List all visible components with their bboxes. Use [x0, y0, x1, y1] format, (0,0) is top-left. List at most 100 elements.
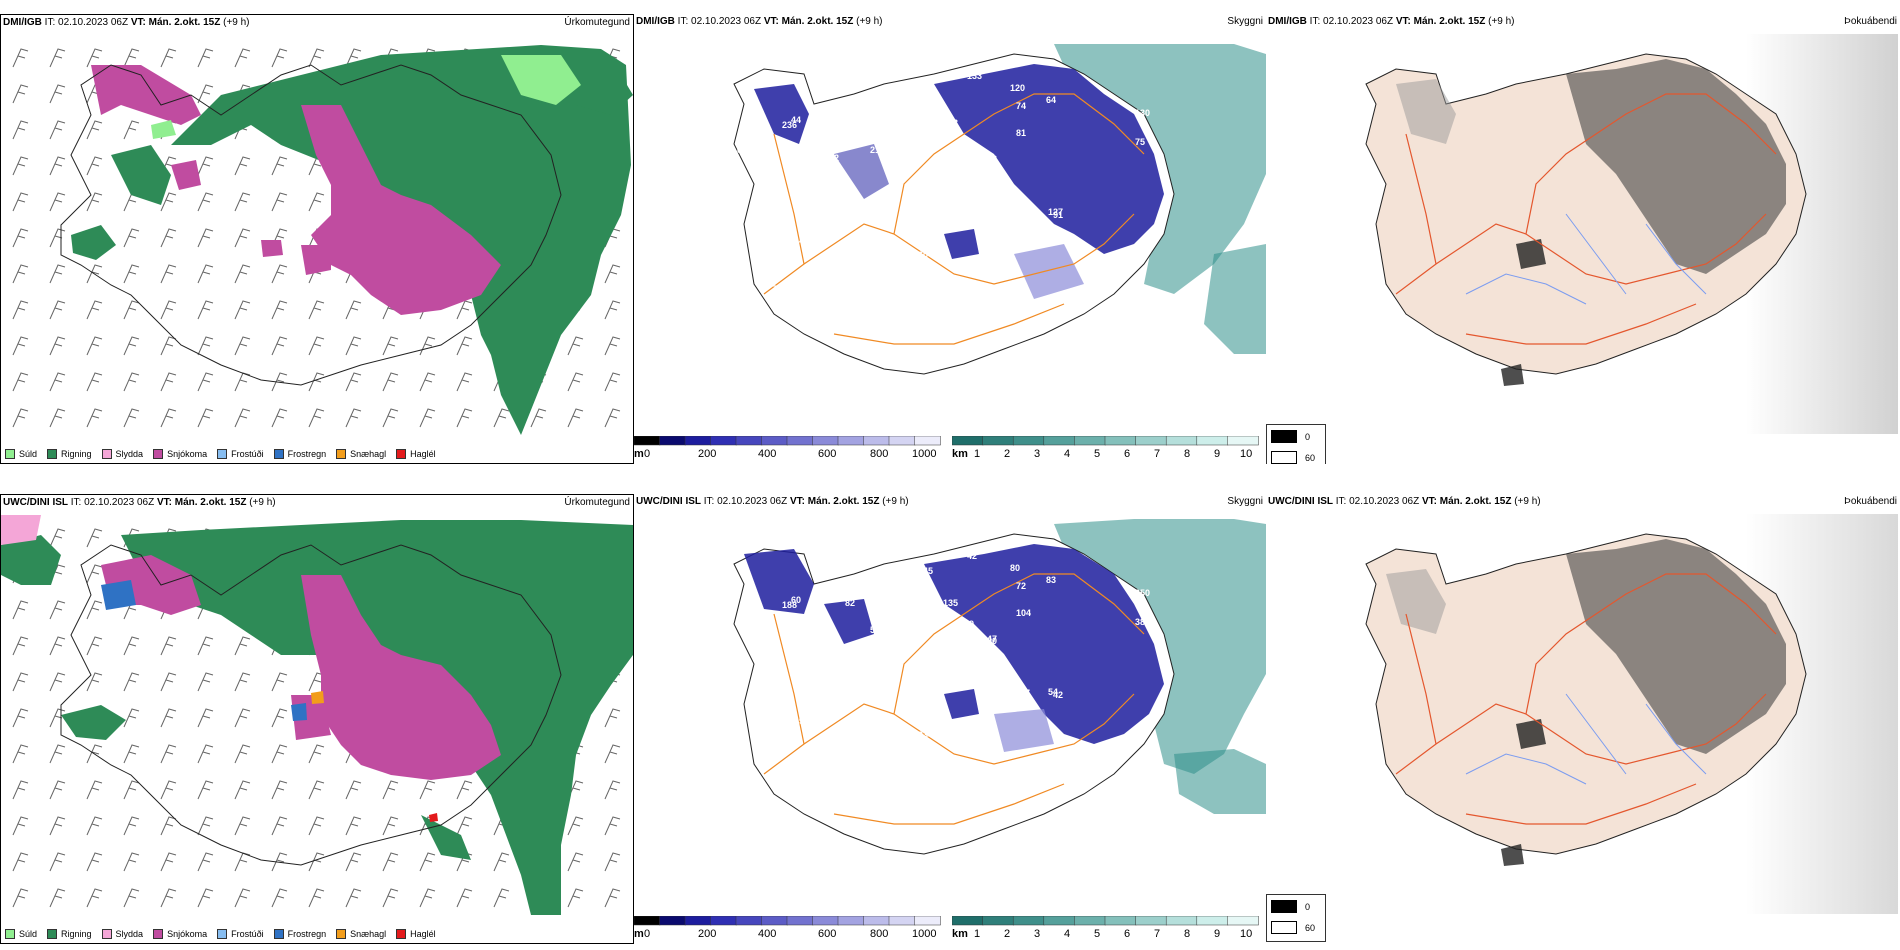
- colorbar-swatch: [1104, 916, 1137, 926]
- colorbar-swatch: [1074, 436, 1106, 446]
- wind-barb: [12, 264, 29, 284]
- panel-title: UWC/DINI ISL IT: 02.10.2023 06Z VT: Mán.…: [3, 497, 276, 508]
- cloud-height-label: 188: [782, 600, 797, 610]
- legend-item: Snæhagl: [336, 449, 386, 459]
- rain-area: [421, 815, 471, 860]
- wind-barb: [86, 564, 103, 584]
- wind-barb: [345, 48, 362, 68]
- low-cloud-area: [744, 549, 814, 614]
- wind-barb: [197, 228, 214, 248]
- cloud-height-label: 54: [1048, 687, 1058, 697]
- colorbar-swatch: [1012, 916, 1045, 926]
- colorbar-swatch: [1104, 436, 1137, 446]
- roads: [1395, 93, 1777, 345]
- cloud-height-label: 135: [943, 598, 958, 608]
- snow-pellet-area: [311, 691, 324, 704]
- colorbar-tick: 200: [698, 928, 717, 940]
- sleet-area: [1, 515, 41, 545]
- panel-type-label: Þokuábendi: [1844, 16, 1897, 27]
- wind-barb: [234, 192, 251, 212]
- wind-barb: [345, 372, 362, 392]
- wind-barb: [419, 780, 436, 800]
- wind-barb: [12, 300, 29, 320]
- colorbar-tick: 10: [1240, 448, 1253, 460]
- colorbar-tick: 200: [698, 448, 717, 460]
- legend-swatch: [217, 449, 228, 459]
- wind-barb: [197, 708, 214, 728]
- colorbar-tick: 5: [1094, 928, 1101, 940]
- cloud-height-label: 105: [785, 164, 800, 174]
- precip-legend: Súld Rigning Slydda Snjókoma Frostúði Frostre…: [5, 929, 436, 939]
- cloud-height-label: 68: [1095, 279, 1105, 289]
- snow-area: [261, 240, 283, 257]
- freezing-rain-area: [101, 580, 136, 610]
- cloud-height-label: 333: [1022, 228, 1037, 238]
- wind-barb: [86, 744, 103, 764]
- cloud-height-label: 55: [964, 139, 974, 149]
- wind-barb: [160, 264, 177, 284]
- cloud-height-label: 60: [824, 633, 834, 643]
- freezing-rain-area: [291, 703, 307, 721]
- wind-barb: [234, 672, 251, 692]
- cloud-height-label: 187: [767, 739, 782, 749]
- wind-barb: [12, 48, 29, 68]
- wind-barb: [234, 888, 251, 908]
- wind-barb: [160, 672, 177, 692]
- colorbar-swatch: [1135, 916, 1167, 926]
- wind-barb: [49, 48, 66, 68]
- wind-barb: [197, 852, 214, 872]
- precip-panel-top: DMI/IGB IT: 02.10.2023 06Z VT: Mán. 2.ok…: [0, 14, 634, 464]
- low-cloud-area: [934, 64, 1164, 254]
- legend-swatch: [47, 449, 58, 459]
- colorbar-tick: 4: [1064, 928, 1071, 940]
- wind-barb: [493, 408, 510, 428]
- snow-area: [301, 575, 501, 780]
- wind-barb: [49, 372, 66, 392]
- wind-barb: [12, 228, 29, 248]
- cloud-height-label: 22: [969, 173, 979, 183]
- colorbar-tick: 8: [1184, 448, 1191, 460]
- wind-barb: [604, 264, 621, 284]
- cloud-height-label: 55: [808, 557, 818, 567]
- cloud-height-label: 73: [772, 284, 782, 294]
- wind-barb: [123, 48, 140, 68]
- colorbar-tick: 4: [1064, 448, 1071, 460]
- legend-swatch: [5, 929, 15, 939]
- cloud-height-label: 122: [785, 644, 800, 654]
- low-cloud-area: [834, 144, 889, 199]
- cloud-height-label: 98: [799, 716, 809, 726]
- cloud-height-label: 60: [918, 250, 928, 260]
- fog-map: [1365, 514, 1898, 914]
- cloud-height-label: 38: [923, 163, 933, 173]
- wind-barb: [86, 120, 103, 140]
- wind-barb: [86, 336, 103, 356]
- cloud-height-label: 177: [767, 259, 782, 269]
- legend-item: Haglél: [396, 929, 436, 939]
- panel-title: DMI/IGB IT: 02.10.2023 06Z VT: Mán. 2.ok…: [636, 16, 883, 27]
- wind-barb: [604, 336, 621, 356]
- cloud-height-label: 89: [980, 163, 990, 173]
- colorbar-swatch: [710, 436, 737, 446]
- rivers: [1465, 213, 1707, 305]
- wind-barb: [49, 264, 66, 284]
- cloud-height-label: 37: [1020, 688, 1030, 698]
- colorbar-tick: 1000: [912, 928, 937, 940]
- wind-barb: [308, 780, 325, 800]
- fog-panel-top: DMI/IGB IT: 02.10.2023 06Z VT: Mán. 2.ok…: [1266, 14, 1900, 464]
- wind-barb: [123, 672, 140, 692]
- cloud-height-label: 51: [767, 270, 777, 280]
- rain-area: [121, 520, 633, 915]
- colorbar-swatch: [1165, 436, 1198, 446]
- cloud-height-label: 39: [923, 86, 933, 96]
- colorbar-tick: 2: [1004, 928, 1011, 940]
- wind-barb: [197, 84, 214, 104]
- wind-barb: [12, 156, 29, 176]
- legend-swatch: [101, 929, 112, 939]
- cloud-height-label: 83: [834, 741, 844, 751]
- wind-barb: [271, 300, 288, 320]
- wind-barb: [197, 300, 214, 320]
- colorbar-swatch: [863, 916, 890, 926]
- cloud-height-label: 44: [1095, 759, 1105, 769]
- colorbar-tick: 5: [1094, 448, 1101, 460]
- wind-barb: [49, 192, 66, 212]
